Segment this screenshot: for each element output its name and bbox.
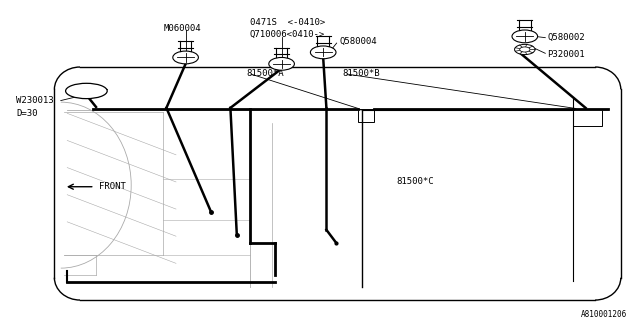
Circle shape xyxy=(269,58,294,70)
Circle shape xyxy=(310,46,336,59)
Text: P320001: P320001 xyxy=(547,50,585,59)
Text: D=30: D=30 xyxy=(16,109,38,118)
Circle shape xyxy=(173,51,198,64)
Text: FRONT: FRONT xyxy=(99,182,126,191)
Text: Q710006<0410->: Q710006<0410-> xyxy=(250,30,325,39)
Bar xyxy=(573,108,602,126)
Text: Q580002: Q580002 xyxy=(547,33,585,42)
Text: 0471S  <-0410>: 0471S <-0410> xyxy=(250,18,325,27)
Text: 81500*A: 81500*A xyxy=(246,69,284,78)
Text: M060004: M060004 xyxy=(163,24,201,33)
Bar xyxy=(358,109,374,122)
Ellipse shape xyxy=(66,83,108,99)
Circle shape xyxy=(515,44,535,55)
Text: Q580004: Q580004 xyxy=(339,37,377,46)
Text: 81500*C: 81500*C xyxy=(397,178,435,187)
Text: W230013: W230013 xyxy=(16,96,54,105)
Text: A810001206: A810001206 xyxy=(581,310,627,319)
Text: 81500*B: 81500*B xyxy=(342,69,380,78)
Circle shape xyxy=(512,30,538,43)
